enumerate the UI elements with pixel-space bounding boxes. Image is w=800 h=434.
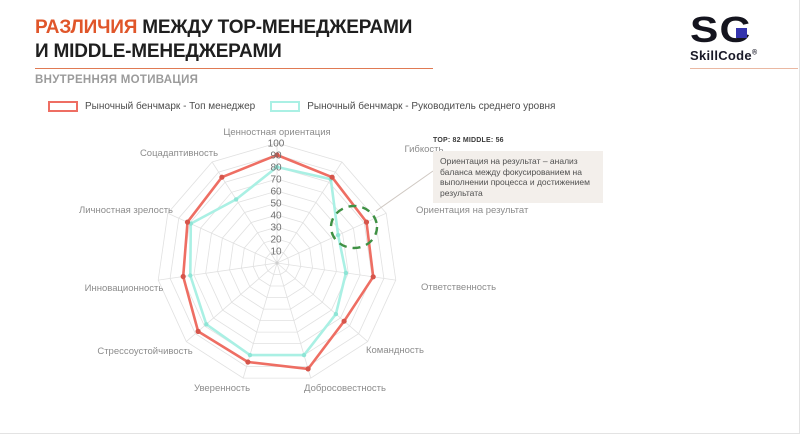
tick-label: 80 (270, 163, 282, 174)
registered-mark: ® (751, 49, 758, 57)
title-rest: МЕЖДУ TOP-МЕНЕДЖЕРАМИ (137, 17, 413, 38)
page-title: РАЗЛИЧИЯ МЕЖДУ TOP-МЕНЕДЖЕРАМИ И MIDDLE-… (35, 16, 412, 64)
series-point (341, 318, 347, 324)
grid-spoke (158, 262, 278, 281)
axis-label: Инновационность (85, 283, 164, 294)
series-point (180, 273, 186, 280)
series-point (204, 322, 209, 327)
grid-ring (217, 202, 337, 321)
tick-label: 40 (270, 211, 282, 222)
series-point (188, 273, 193, 278)
grid-ring (240, 226, 314, 298)
series-line-0 (181, 153, 375, 371)
series-point (245, 359, 251, 365)
series-point (343, 270, 349, 276)
axis-label: Стрессоустойчивость (97, 346, 192, 357)
axis-label: Ценностная ориентация (223, 127, 330, 138)
tick-label: 50 (270, 199, 282, 210)
series-point (370, 274, 376, 280)
tick-label: 70 (270, 175, 282, 186)
highlight-circle (329, 204, 379, 250)
axis-label: Ответственность (421, 282, 496, 293)
series-point (247, 352, 253, 358)
legend-item-middle-manager: Рыночный бенчмарк - Руководитель среднег… (270, 101, 555, 112)
series-point (333, 311, 339, 317)
axis-label: Командность (366, 345, 424, 356)
grid-spoke (276, 262, 312, 379)
series-point (329, 174, 335, 180)
legend-label-middle-manager: Рыночный бенчмарк - Руководитель среднег… (307, 101, 556, 112)
axis-label: Соцадаптивность (140, 148, 218, 159)
tick-label: 90 (270, 151, 282, 162)
annotation-box: Ориентация на результат – анализ баланса… (433, 151, 603, 203)
chart-legend: Рыночный бенчмарк - Топ менеджер Рыночны… (48, 101, 555, 112)
axis-label: Личностная зрелость (79, 205, 173, 216)
series-point (219, 174, 225, 180)
grid-ring (193, 178, 361, 344)
tick-label: 20 (270, 235, 282, 246)
series-point (363, 219, 370, 225)
series-point (184, 219, 191, 225)
series-point (195, 328, 201, 334)
series-point (301, 352, 307, 358)
grid-spoke (242, 262, 278, 379)
grid-spoke (276, 262, 396, 281)
skillcode-logo: SC SkillCode® (690, 12, 798, 69)
legend-label-top-manager: Рыночный бенчмарк - Топ менеджер (85, 101, 256, 112)
tick-label: 60 (270, 187, 282, 198)
logo-wordmark: SkillCode® (690, 48, 758, 63)
tick-label: 100 (268, 139, 285, 150)
tick-label: 30 (270, 223, 282, 234)
tick-label: 10 (270, 247, 282, 258)
series-point (305, 366, 311, 372)
axis-label: Ориентация на результат (416, 205, 529, 216)
grid-ring (157, 142, 397, 379)
title-line2: И MIDDLE-МЕНЕДЖЕРАМИ (35, 41, 282, 62)
logo-blue-square-icon (736, 28, 747, 38)
series-point (274, 152, 280, 158)
logo-underline (690, 68, 798, 69)
grid-spoke (186, 262, 278, 342)
series-line-1 (189, 165, 348, 357)
axis-label: Уверенность (194, 383, 250, 394)
annotation-header: TOP: 82 MIDDLE: 56 (433, 137, 504, 144)
page-subtitle: ВНУТРЕННЯЯ МОТИВАЦИЯ (35, 74, 199, 86)
grid-ring (229, 214, 325, 310)
grid-center-dot (275, 261, 279, 265)
title-accent: РАЗЛИЧИЯ (35, 17, 138, 38)
legend-swatch-middle-manager (270, 101, 301, 112)
title-underline (35, 68, 433, 69)
legend-item-top-manager: Рыночный бенчмарк - Топ менеджер (48, 101, 255, 112)
axis-label: Гибкость (405, 144, 444, 155)
series-point (274, 164, 280, 170)
grid-ring (264, 250, 290, 275)
axis-label: Добросовестность (304, 383, 386, 394)
legend-swatch-top-manager (48, 101, 78, 112)
grid-spoke (276, 262, 368, 342)
grid-ring (252, 238, 302, 287)
annotation-connector (375, 170, 434, 212)
series-point (233, 197, 239, 202)
series-point (335, 232, 341, 238)
